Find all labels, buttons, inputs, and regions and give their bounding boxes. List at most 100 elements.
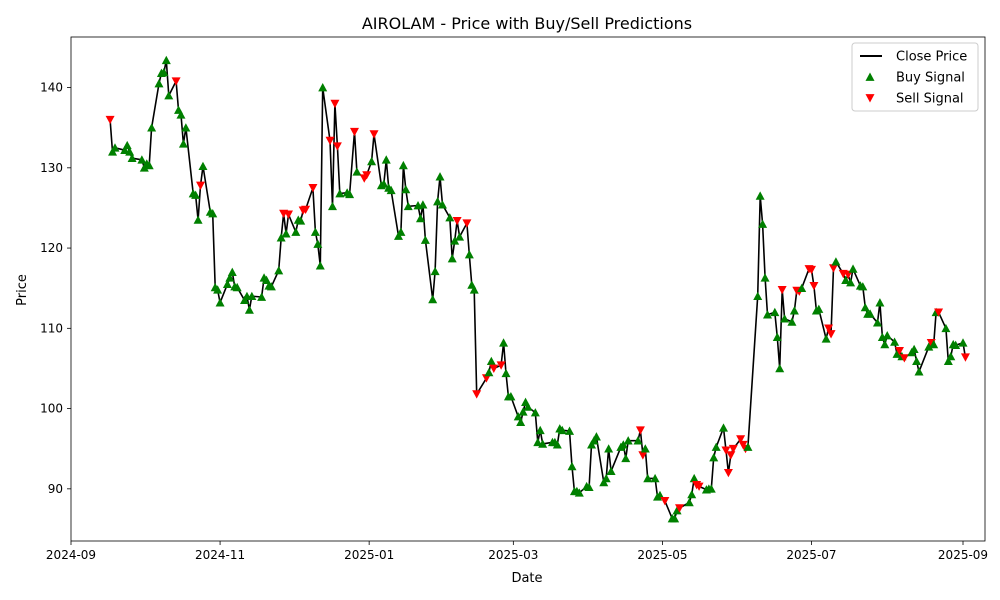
x-tick-label: 2025-05 — [637, 548, 687, 562]
legend-box — [851, 42, 979, 112]
sell-signal-marker — [284, 210, 294, 219]
sell-signal-marker — [105, 115, 115, 125]
buy-signal-marker — [335, 188, 345, 198]
buy-signal-marker — [310, 227, 320, 236]
buy-signal-marker — [484, 367, 494, 377]
buy-signal-marker — [711, 442, 721, 451]
buy-signal-marker — [606, 466, 616, 476]
buy-signal-marker — [523, 402, 533, 411]
buy-signal-marker — [780, 314, 790, 323]
buy-signal-marker — [437, 200, 447, 209]
sell-signal-marker — [728, 444, 738, 454]
buy-signal-marker — [789, 306, 799, 315]
buy-signal-marker — [208, 209, 218, 218]
buy-signal-marker — [946, 351, 956, 361]
buy-signal-marker — [591, 432, 601, 441]
buy-signal-marker — [684, 497, 694, 507]
buy-signal-marker — [435, 172, 445, 181]
buy-signal-marker — [557, 425, 567, 435]
sell-signal-marker — [330, 99, 340, 109]
buy-signal-marker — [640, 444, 650, 453]
buy-signal-marker — [892, 349, 902, 358]
sell-signal-marker — [301, 205, 311, 215]
y-tick-label: 110 — [40, 321, 63, 335]
buy-signal-marker — [604, 444, 614, 453]
axes: 2024-09 2024-11 2025-01 2025-03 2025-05 2025-… — [40, 36, 988, 562]
sell-signal-marker — [369, 130, 379, 139]
buy-signal-marker — [909, 344, 919, 354]
buy-signal-marker — [755, 191, 765, 200]
buy-signal-marker — [159, 67, 169, 77]
buy-signal-marker — [415, 213, 425, 223]
sell-signal-marker — [806, 265, 816, 275]
buy-signal-marker — [232, 282, 242, 292]
buy-signal-marker — [276, 233, 286, 242]
buy-signal-marker — [144, 160, 154, 170]
buy-signal-marker — [618, 440, 628, 449]
sell-signal-marker — [934, 308, 944, 317]
buy-signal-marker — [198, 161, 208, 171]
buy-signal-marker — [772, 332, 782, 341]
buy-signal-marker — [352, 167, 362, 176]
buy-signal-marker — [787, 317, 797, 326]
buy-signal-marker — [941, 323, 951, 333]
buy-signal-marker — [880, 339, 890, 349]
legend-label: Buy Signal — [896, 71, 965, 86]
buy-signal-marker — [181, 123, 191, 132]
buy-signal-marker — [401, 184, 411, 194]
buy-signal-marker — [318, 83, 328, 92]
buy-signal-marker — [147, 123, 157, 132]
x-axis-label: Date — [511, 571, 542, 586]
buy-signal-marker — [464, 249, 474, 259]
sell-signal-marker — [694, 482, 704, 491]
sell-signal-marker — [809, 281, 819, 291]
buy-signal-marker — [633, 436, 643, 445]
buy-signal-marker — [743, 442, 753, 451]
x-tick-label: 2025-03 — [488, 548, 538, 562]
sell-signal-marker — [824, 324, 834, 333]
sell-signal-marker — [462, 219, 472, 228]
y-tick-label: 140 — [40, 81, 63, 95]
buy-signal-marker — [890, 337, 900, 346]
buy-signal-marker — [433, 197, 443, 206]
buy-signal-marker — [137, 155, 147, 164]
buy-signal-marker — [530, 408, 540, 417]
buy-signal-marker — [420, 235, 430, 244]
buy-signal-marker — [257, 292, 267, 301]
buy-signal-marker — [191, 190, 201, 199]
buy-signal-marker — [281, 229, 291, 238]
buy-signal-marker — [110, 143, 120, 152]
chart-title: AIROLAM - Price with Buy/Sell Prediction… — [362, 14, 692, 33]
buy-signal-marker — [831, 257, 841, 266]
buy-signal-marker — [567, 461, 577, 471]
buy-signal-marker — [821, 334, 831, 343]
buy-signal-marker — [486, 356, 496, 366]
buy-signal-marker — [689, 473, 699, 483]
buy-signal-marker — [367, 156, 377, 166]
sell-signal-marker — [899, 354, 909, 363]
buy-signal-marker — [797, 283, 807, 293]
sell-signal-marker — [638, 451, 648, 460]
buy-signal-marker — [313, 239, 323, 248]
buy-signal-marker — [882, 331, 892, 340]
buy-signal-marker — [379, 179, 389, 188]
buy-signal-marker — [706, 484, 716, 493]
buy-signal-marker — [127, 153, 137, 163]
buy-signal-marker — [499, 338, 509, 347]
sell-signal-marker — [726, 451, 736, 460]
buy-signal-marker — [865, 309, 875, 318]
sell-signal-marker — [960, 353, 970, 362]
buy-signal-marker — [122, 140, 132, 150]
buy-signal-marker — [914, 367, 924, 376]
legend-label: Close Price — [896, 50, 967, 65]
buy-signal-marker — [447, 254, 457, 263]
x-tick-label: 2024-11 — [195, 548, 245, 562]
buy-signal-marker — [846, 278, 856, 287]
buy-signal-marker — [929, 339, 939, 349]
buy-signal-marker — [643, 473, 653, 483]
sell-signal-marker — [489, 364, 499, 373]
sell-signal-marker — [325, 136, 335, 146]
sell-signal-marker — [496, 361, 506, 370]
sell-signal-marker — [894, 346, 904, 356]
buy-signal-marker — [506, 392, 516, 401]
